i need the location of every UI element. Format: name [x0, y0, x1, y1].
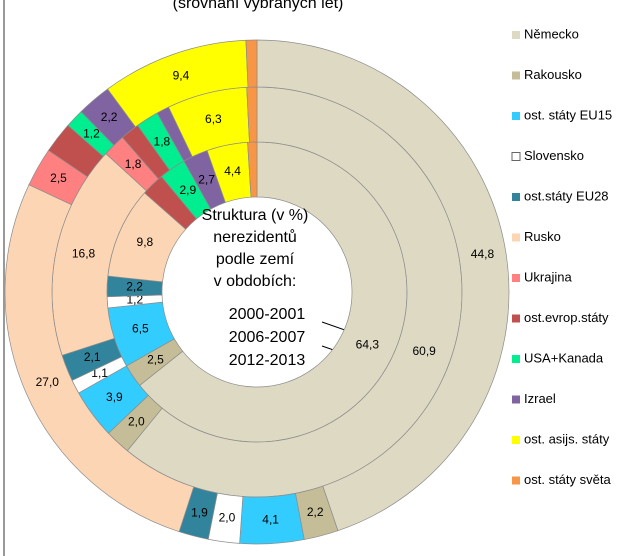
data-label: 16,8 — [72, 247, 96, 261]
legend-swatch — [512, 355, 520, 363]
chart-subtitle: (srovnání vybraných let) — [173, 0, 344, 12]
period-label: 2006-2007 — [229, 329, 306, 346]
legend-swatch — [511, 152, 521, 161]
legend-label: Izrael — [524, 391, 556, 406]
legend-label: Ukrajina — [524, 269, 572, 284]
legend-swatch — [512, 233, 520, 242]
data-label: 4,4 — [224, 164, 241, 178]
legend-label: ost.evrop.státy — [524, 310, 609, 325]
data-label: 1,2 — [83, 127, 100, 141]
data-label: 3,9 — [106, 390, 123, 404]
data-label: 2,5 — [147, 353, 164, 367]
period-label: 2000-2001 — [229, 306, 306, 323]
center-text: Struktura (v %) — [202, 207, 309, 224]
data-label: 2,5 — [50, 171, 67, 185]
legend-swatch — [512, 476, 520, 485]
data-label: 9,4 — [173, 69, 190, 83]
data-label: 1,1 — [91, 366, 108, 380]
data-label: 44,8 — [471, 247, 495, 261]
legend-label: Slovensko — [524, 148, 584, 163]
legend-swatch — [512, 31, 520, 39]
legend-swatch — [512, 436, 520, 444]
legend-swatch — [512, 314, 520, 323]
legend-label: ost. státy EU15 — [524, 107, 612, 122]
data-label: 2,2 — [307, 505, 324, 519]
legend-swatch — [512, 274, 520, 282]
legend-label: Německo — [524, 26, 579, 41]
data-label: 2,0 — [219, 511, 236, 525]
center-text: nerezidentů — [213, 228, 297, 246]
legend-label: ost.státy EU28 — [524, 188, 609, 203]
legend-swatch — [512, 193, 520, 201]
legend-label: Rakousko — [524, 67, 582, 82]
data-label: 60,9 — [413, 344, 437, 358]
legend-swatch — [512, 112, 520, 120]
data-label: 9,8 — [137, 235, 154, 249]
data-label: 27,0 — [36, 375, 60, 389]
center-text: v obdobích: — [214, 273, 297, 290]
data-label: 2,0 — [128, 414, 145, 428]
data-label: 2,2 — [101, 110, 118, 124]
period-label: 2012-2013 — [229, 352, 306, 369]
data-label: 6,5 — [132, 322, 149, 336]
legend-label: ost. státy světa — [524, 472, 611, 487]
legend-label: ost. asijs. státy — [524, 431, 610, 446]
data-label: 64,3 — [356, 337, 380, 351]
legend-swatch — [512, 71, 520, 80]
data-label: 1,9 — [191, 505, 208, 519]
data-label: 2,7 — [198, 173, 215, 187]
donut-segment — [245, 39, 258, 88]
legend-swatch — [512, 395, 520, 404]
legend-label: Rusko — [524, 229, 561, 244]
data-label: 6,3 — [205, 112, 222, 126]
data-label: 1,8 — [125, 157, 142, 171]
data-label: 1,8 — [154, 134, 171, 148]
data-label: 2,2 — [126, 280, 143, 294]
donut-segment — [256, 39, 510, 532]
center-text: podle zemí — [216, 251, 295, 268]
data-label: 2,9 — [179, 183, 196, 197]
legend-label: USA+Kanada — [524, 350, 604, 365]
data-label: 4,1 — [262, 512, 279, 526]
data-label: 2,1 — [84, 350, 101, 364]
